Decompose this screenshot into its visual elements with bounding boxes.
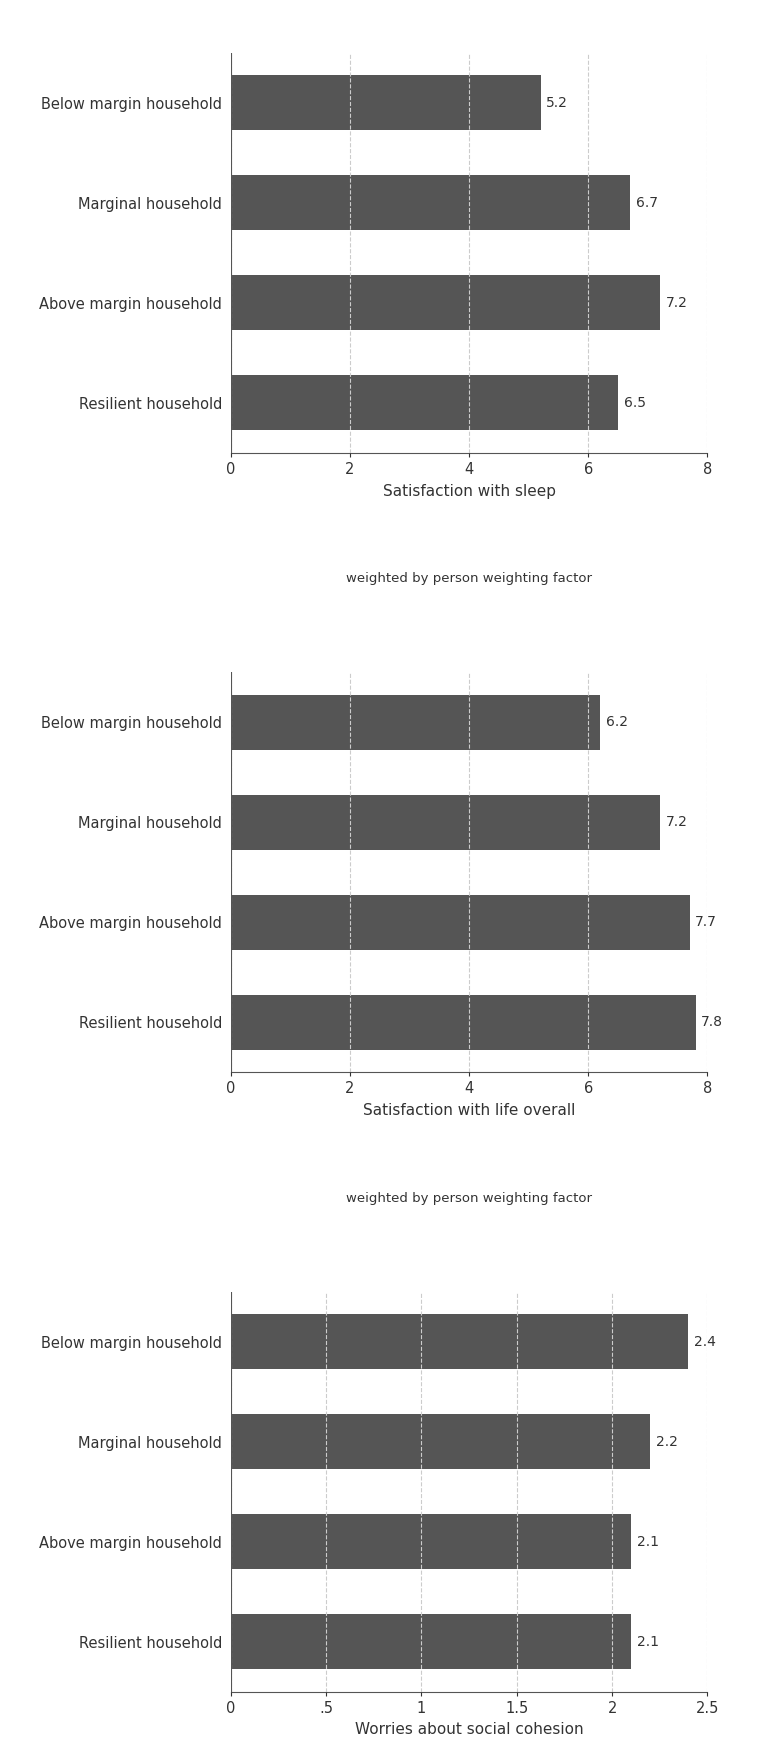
Bar — [231, 1314, 688, 1369]
X-axis label: Satisfaction with life overall: Satisfaction with life overall — [363, 1103, 575, 1119]
Bar — [231, 174, 630, 231]
Text: 2.1: 2.1 — [637, 1535, 659, 1549]
Bar — [231, 1415, 651, 1470]
Bar — [231, 1514, 631, 1570]
Bar — [231, 795, 660, 849]
Text: 2.2: 2.2 — [656, 1434, 677, 1448]
Text: weighted by person weighting factor: weighted by person weighting factor — [346, 1191, 592, 1205]
X-axis label: Worries about social cohesion: Worries about social cohesion — [355, 1723, 584, 1737]
Bar — [231, 694, 601, 751]
Text: 2.4: 2.4 — [694, 1336, 716, 1348]
Text: 7.2: 7.2 — [665, 816, 687, 830]
Bar — [231, 375, 618, 430]
Text: 7.7: 7.7 — [695, 914, 717, 929]
Bar — [231, 76, 541, 130]
Text: 5.2: 5.2 — [546, 95, 568, 109]
Text: 7.2: 7.2 — [665, 296, 687, 310]
Bar — [231, 1614, 631, 1669]
Text: 7.8: 7.8 — [701, 1015, 724, 1029]
X-axis label: Satisfaction with sleep: Satisfaction with sleep — [383, 483, 555, 499]
Text: 6.7: 6.7 — [636, 196, 657, 210]
Text: 2.1: 2.1 — [637, 1635, 659, 1649]
Text: 6.2: 6.2 — [606, 715, 628, 729]
Bar — [231, 895, 690, 950]
Bar — [231, 994, 696, 1050]
Text: 6.5: 6.5 — [624, 396, 646, 409]
Text: weighted by person weighting factor: weighted by person weighting factor — [346, 573, 592, 585]
Bar — [231, 275, 660, 329]
